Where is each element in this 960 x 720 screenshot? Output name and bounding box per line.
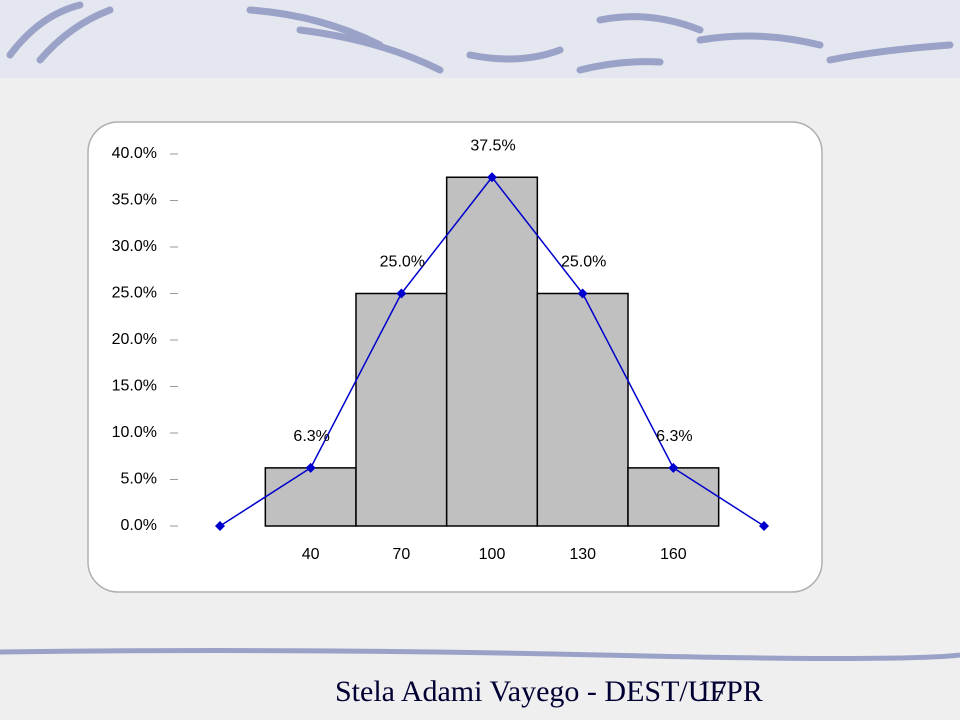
point-marker xyxy=(668,462,679,473)
bar xyxy=(445,176,539,527)
data-label: 37.5% xyxy=(470,137,515,154)
y-tick-label: 15.0% xyxy=(112,378,157,395)
bar xyxy=(536,292,629,527)
banner xyxy=(0,0,960,78)
point-marker xyxy=(759,521,769,531)
divider xyxy=(0,648,960,661)
x-tick-label: 70 xyxy=(392,546,410,563)
x-tick-label: 100 xyxy=(479,546,506,563)
bar xyxy=(264,467,357,527)
data-label: 25.0% xyxy=(561,254,606,271)
x-tick-label: 130 xyxy=(569,546,596,563)
y-tick-label: 0.0% xyxy=(121,517,157,534)
y-tick-label: 25.0% xyxy=(112,285,157,302)
x-tick-label: 40 xyxy=(302,546,320,563)
point-marker xyxy=(305,462,316,473)
y-tick-label: 20.0% xyxy=(112,331,157,348)
banner-strokes xyxy=(6,1,954,74)
y-tick-label: 10.0% xyxy=(112,424,157,441)
page-number: 17 xyxy=(697,675,727,708)
footer: Stela Adami Vayego - DEST/UFPR xyxy=(335,675,763,708)
bar xyxy=(627,467,720,527)
bar xyxy=(355,292,448,527)
data-label: 6.3% xyxy=(293,428,329,445)
data-label: 6.3% xyxy=(656,428,692,445)
y-tick-label: 40.0% xyxy=(112,145,157,162)
x-tick-label: 160 xyxy=(660,546,687,563)
point-marker xyxy=(487,172,497,183)
point-marker xyxy=(396,288,407,299)
data-label: 25.0% xyxy=(380,254,425,271)
y-tick-label: 5.0% xyxy=(121,471,157,488)
y-tick-label: 30.0% xyxy=(112,238,157,255)
y-tick-label: 35.0% xyxy=(112,192,157,209)
point-marker xyxy=(215,521,225,531)
point-marker xyxy=(577,288,588,299)
